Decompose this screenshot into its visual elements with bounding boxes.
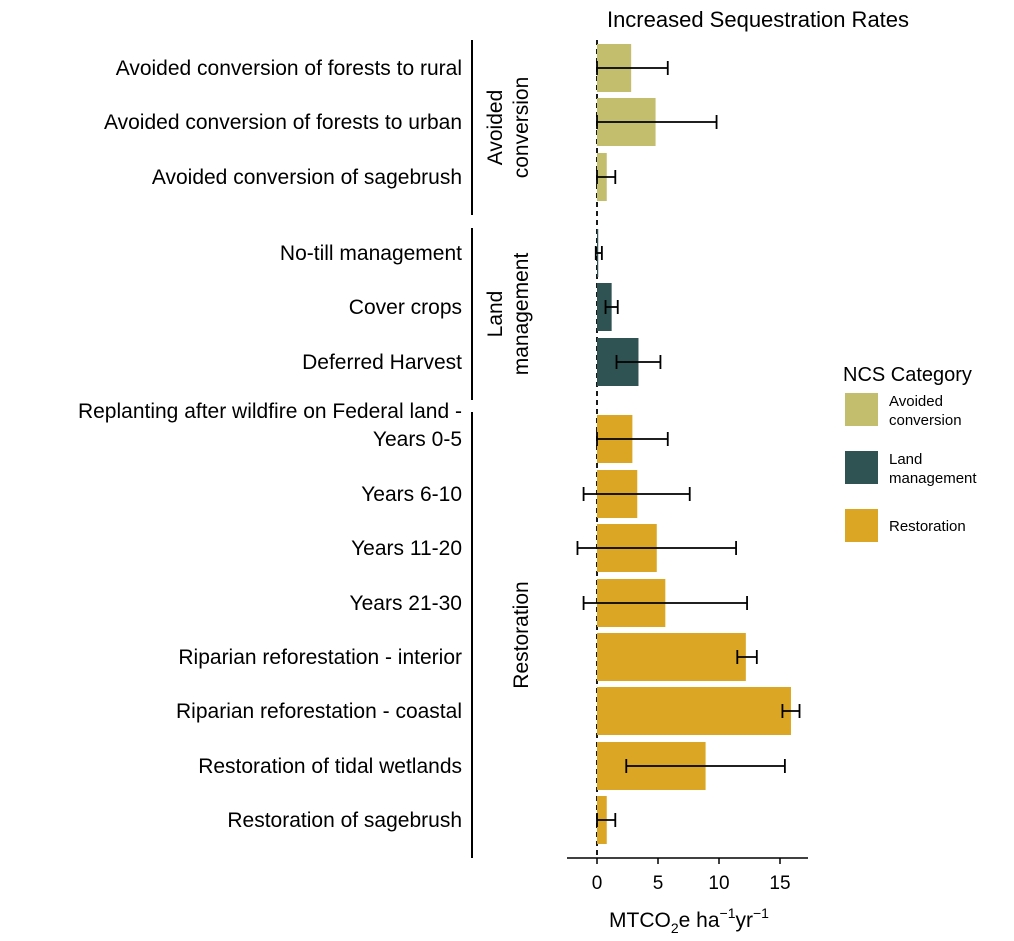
bar-label: Riparian reforestation - interior [178,646,462,669]
bar-label: Riparian reforestation - coastal [176,700,462,723]
error-bar [736,650,758,664]
x-tick-label: 15 [769,873,790,894]
x-tick-label: 0 [592,873,603,894]
group-labels: Avoided conversion Land management Restorati… [471,40,533,858]
x-tick-label: 5 [653,873,664,894]
error-bar [625,759,786,773]
error-bar [596,61,669,75]
bar-label: No-till management [280,242,462,265]
bar [597,283,612,331]
legend: NCS Category Avoided conversion Land managem… [843,364,977,542]
legend-item-label: Restoration [889,518,966,535]
error-bar [781,704,801,718]
error-bar [604,300,619,314]
group-label: Avoided conversion [484,77,533,179]
legend-item-label: Avoided conversion [889,393,962,429]
bar-label: Avoided conversion of sagebrush [152,166,462,189]
error-bar [596,170,617,184]
error-bar [596,432,669,446]
bar-label: Restoration of tidal wetlands [198,755,462,778]
error-bar [596,813,617,827]
x-tick-label: 10 [708,873,729,894]
bar-label: Deferred Harvest [302,351,462,374]
group-label: Restoration [510,581,533,688]
bars-layer [576,40,801,858]
bar-label: Years 6-10 [361,483,462,506]
bar-label: Replanting after wildfire on Federal lan… [78,400,462,451]
bar-label: Years 21-30 [350,592,462,615]
bar-label: Restoration of sagebrush [227,809,462,832]
legend-item-label: Land management [889,451,977,487]
error-bar [615,355,662,369]
bar-label: Avoided conversion of forests to rural [116,57,462,80]
bar-label: Cover crops [349,296,462,319]
bar [597,687,791,735]
chart-title: Increased Sequestration Rates [607,7,909,32]
legend-title: NCS Category [843,364,972,386]
group-label: Land management [484,253,533,376]
legend-swatch [845,451,878,484]
error-bar [594,246,603,260]
bar-label: Avoided conversion of forests to urban [104,111,462,134]
bar [597,633,746,681]
bar-labels: Avoided conversion of forests to rural Av… [78,57,462,832]
legend-swatch [845,393,878,426]
error-bar [596,115,718,129]
error-bar [582,596,748,610]
bar-label: Years 11-20 [351,537,462,560]
x-axis-title: MTCO2e ha−1yr−1 [609,905,769,936]
legend-swatch [845,509,878,542]
x-axis: 0 5 10 15 [567,857,808,894]
error-bar [576,541,737,555]
error-bar [582,487,691,501]
